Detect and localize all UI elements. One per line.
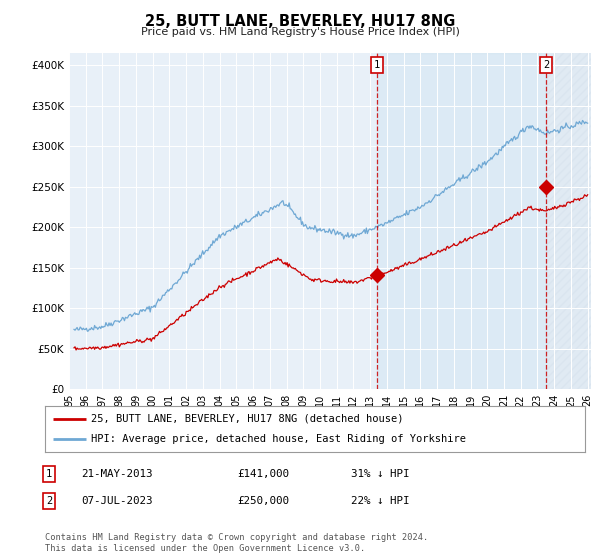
- Text: £141,000: £141,000: [237, 469, 289, 479]
- Bar: [377, 53, 546, 389]
- Text: 22% ↓ HPI: 22% ↓ HPI: [351, 496, 409, 506]
- Text: Price paid vs. HM Land Registry's House Price Index (HPI): Price paid vs. HM Land Registry's House …: [140, 27, 460, 37]
- Text: 25, BUTT LANE, BEVERLEY, HU17 8NG (detached house): 25, BUTT LANE, BEVERLEY, HU17 8NG (detac…: [91, 414, 403, 424]
- Bar: [546, 53, 599, 389]
- Text: Contains HM Land Registry data © Crown copyright and database right 2024.
This d: Contains HM Land Registry data © Crown c…: [45, 533, 428, 553]
- Text: £250,000: £250,000: [237, 496, 289, 506]
- Text: 2: 2: [46, 496, 52, 506]
- Text: 1: 1: [46, 469, 52, 479]
- Text: 25, BUTT LANE, BEVERLEY, HU17 8NG: 25, BUTT LANE, BEVERLEY, HU17 8NG: [145, 14, 455, 29]
- Text: HPI: Average price, detached house, East Riding of Yorkshire: HPI: Average price, detached house, East…: [91, 434, 466, 444]
- Text: 2: 2: [543, 60, 549, 71]
- Text: 21-MAY-2013: 21-MAY-2013: [81, 469, 152, 479]
- Text: 07-JUL-2023: 07-JUL-2023: [81, 496, 152, 506]
- Text: 1: 1: [374, 60, 380, 71]
- Text: 31% ↓ HPI: 31% ↓ HPI: [351, 469, 409, 479]
